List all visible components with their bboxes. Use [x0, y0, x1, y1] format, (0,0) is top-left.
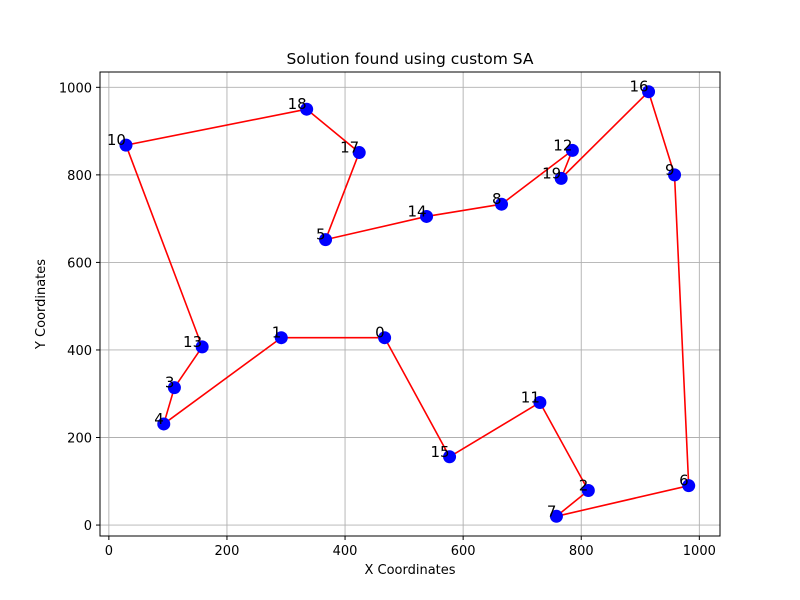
city-label: 17 — [340, 139, 359, 157]
city-label: 11 — [521, 388, 540, 406]
city-label: 0 — [375, 324, 385, 342]
city-point — [533, 395, 547, 409]
city-point — [554, 171, 568, 185]
city-label: 1 — [272, 324, 282, 342]
city-point — [300, 102, 314, 116]
city-point — [420, 209, 434, 223]
y-axis-label: Y Coordinates — [34, 259, 49, 350]
city-points — [119, 85, 696, 523]
city-point — [495, 197, 509, 211]
city-point — [565, 143, 579, 157]
city-point — [352, 146, 366, 160]
city-label: 10 — [107, 131, 126, 149]
route-path — [125, 90, 690, 518]
grid — [100, 72, 720, 536]
city-label: 14 — [407, 202, 426, 220]
city-point — [119, 138, 133, 152]
city-label: 4 — [154, 410, 164, 428]
x-axis-label: X Coordinates — [364, 563, 455, 578]
city-label: 19 — [542, 164, 561, 182]
y-tick-label: 200 — [67, 432, 92, 447]
x-tick-label: 600 — [451, 544, 476, 559]
city-point — [378, 331, 392, 345]
city-label: 2 — [579, 476, 589, 494]
city-label: 13 — [183, 333, 202, 351]
y-tick-label: 400 — [67, 344, 92, 359]
city-label: 7 — [547, 502, 557, 520]
x-tick-label: 200 — [215, 544, 240, 559]
city-point — [581, 483, 595, 497]
city-label: 18 — [288, 95, 307, 113]
city-point — [319, 233, 333, 247]
y-tick-label: 1000 — [59, 81, 92, 96]
city-point — [167, 381, 181, 395]
city-label: 16 — [629, 78, 648, 96]
city-label: 5 — [316, 226, 326, 244]
city-point — [157, 417, 171, 431]
y-tick-label: 0 — [84, 519, 92, 534]
city-point — [549, 509, 563, 523]
y-tick-label: 800 — [67, 169, 92, 184]
city-point — [443, 450, 457, 464]
city-point — [682, 479, 696, 493]
city-point — [642, 85, 656, 99]
route-line — [125, 90, 690, 518]
city-label: 6 — [679, 472, 689, 490]
x-tick-label: 0 — [105, 544, 113, 559]
city-label: 3 — [165, 374, 175, 392]
city-label: 8 — [492, 190, 502, 208]
city-point — [195, 340, 209, 354]
chart-title: Solution found using custom SA — [287, 50, 534, 68]
city-label: 15 — [430, 443, 449, 461]
x-tick-label: 1000 — [683, 544, 716, 559]
x-tick-label: 400 — [333, 544, 358, 559]
x-tick-label: 800 — [569, 544, 594, 559]
y-tick-label: 600 — [67, 256, 92, 271]
city-point — [668, 168, 682, 182]
plot-frame — [99, 71, 721, 537]
city-label: 9 — [665, 161, 675, 179]
axis-ticks: 0 200 400 600 800 1000 0 200 400 600 800 1000 — [59, 81, 716, 559]
city-label: 12 — [553, 136, 572, 154]
city-point — [274, 331, 288, 345]
